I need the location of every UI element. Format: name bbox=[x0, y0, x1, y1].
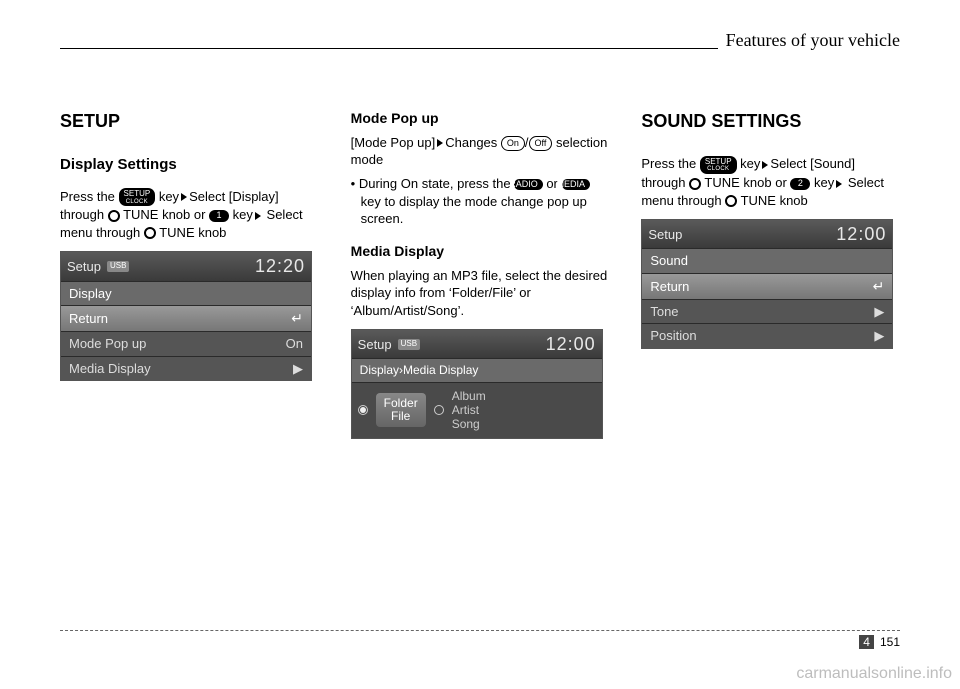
text: TUNE knob or bbox=[120, 207, 209, 222]
usb-icon: USB bbox=[107, 261, 129, 272]
mode-popup-bullet: • During On state, press the RADIO or ME… bbox=[351, 175, 610, 228]
num-1-button-icon: 1 bbox=[209, 210, 229, 222]
text: Press the bbox=[60, 189, 119, 204]
return-icon: ↵ bbox=[291, 309, 303, 328]
arrow-icon bbox=[762, 161, 768, 169]
mode-popup-text: [Mode Pop up]Changes On/Off selection mo… bbox=[351, 134, 610, 169]
chevron-right-icon: ▶ bbox=[874, 327, 884, 345]
sound-settings-screen: Setup 12:00 Sound Return↵ Tone▶ Position… bbox=[641, 219, 893, 349]
usb-icon: USB bbox=[398, 339, 420, 350]
screen-row-tone: Tone▶ bbox=[642, 299, 892, 324]
text: key to display the mode change pop up sc… bbox=[361, 194, 587, 227]
section-number: 4 bbox=[859, 635, 874, 649]
screen-clock: 12:00 bbox=[836, 222, 886, 246]
text: TUNE knob or bbox=[701, 175, 790, 190]
screen-row-mediadisplay: Media Display▶ bbox=[61, 356, 311, 381]
sound-settings-text: Press the SETUPCLOCK keySelect [Sound] t… bbox=[641, 155, 900, 209]
text: TUNE knob bbox=[737, 193, 808, 208]
option-folder-file: FolderFile bbox=[376, 393, 426, 427]
text: Press the bbox=[641, 156, 700, 171]
screen-row-position: Position▶ bbox=[642, 323, 892, 348]
media-display-screen: Setup USB 12:00 Display›Media Display Fo… bbox=[351, 329, 603, 439]
return-icon: ↵ bbox=[873, 277, 885, 296]
radio-unselected-icon bbox=[434, 405, 444, 415]
off-pill-icon: Off bbox=[529, 136, 553, 150]
page-footer: 4 151 bbox=[60, 630, 900, 649]
page-header-title: Features of your vehicle bbox=[718, 30, 900, 51]
column-2: Mode Pop up [Mode Pop up]Changes On/Off … bbox=[351, 109, 610, 439]
arrow-icon bbox=[255, 212, 261, 220]
display-settings-heading: Display Settings bbox=[60, 155, 319, 175]
tune-knob-icon bbox=[108, 210, 120, 222]
column-1: SETUP Display Settings Press the SETUPCL… bbox=[60, 109, 319, 439]
media-display-text: When playing an MP3 file, select the des… bbox=[351, 267, 610, 320]
mode-popup-heading: Mode Pop up bbox=[351, 109, 610, 128]
radio-button-icon: RADIO bbox=[514, 179, 543, 191]
screen-clock: 12:20 bbox=[255, 254, 305, 278]
num-2-button-icon: 2 bbox=[790, 178, 810, 190]
text: key bbox=[229, 207, 253, 222]
watermark: carmanualsonline.info bbox=[796, 665, 952, 683]
screen-section: Display bbox=[61, 281, 311, 306]
screen-clock: 12:00 bbox=[546, 332, 596, 356]
radio-selected-icon bbox=[358, 405, 368, 415]
column-3: SOUND SETTINGS Press the SETUPCLOCK keyS… bbox=[641, 109, 900, 439]
text: key bbox=[159, 189, 179, 204]
display-settings-text: Press the SETUPCLOCK keySelect [Display]… bbox=[60, 188, 319, 242]
text: TUNE knob bbox=[156, 225, 227, 240]
text: key bbox=[810, 175, 834, 190]
screen-section: Sound bbox=[642, 248, 892, 273]
media-display-heading: Media Display bbox=[351, 242, 610, 261]
screen-row-return: Return↵ bbox=[642, 273, 892, 299]
screen-title: Setup bbox=[358, 336, 392, 354]
screen-row-modepopup: Mode Pop upOn bbox=[61, 331, 311, 356]
setup-heading: SETUP bbox=[60, 109, 319, 133]
media-button-icon: MEDIA bbox=[562, 179, 591, 191]
arrow-icon bbox=[836, 180, 842, 188]
on-pill-icon: On bbox=[501, 136, 525, 150]
chevron-right-icon: ▶ bbox=[874, 303, 884, 321]
setup-clock-button-icon: SETUPCLOCK bbox=[700, 156, 737, 174]
screen-title: Setup bbox=[648, 226, 682, 244]
arrow-icon bbox=[437, 139, 443, 147]
chevron-right-icon: ▶ bbox=[293, 360, 303, 378]
setup-clock-button-icon: SETUPCLOCK bbox=[119, 188, 156, 206]
text: key bbox=[740, 156, 760, 171]
arrow-icon bbox=[181, 193, 187, 201]
display-settings-screen: Setup USB 12:20 Display Return↵ Mode Pop… bbox=[60, 251, 312, 381]
screen-title: Setup bbox=[67, 258, 101, 276]
screen-row-return: Return↵ bbox=[61, 305, 311, 331]
option-album-artist-song: AlbumArtistSong bbox=[452, 389, 486, 432]
text: [Mode Pop up] bbox=[351, 135, 436, 150]
page-number: 151 bbox=[880, 635, 900, 649]
tune-knob-icon bbox=[144, 227, 156, 239]
tune-knob-icon bbox=[725, 195, 737, 207]
text: Changes bbox=[445, 135, 501, 150]
sound-settings-heading: SOUND SETTINGS bbox=[641, 109, 900, 133]
text: During On state, press the bbox=[359, 176, 514, 191]
screen-breadcrumb: Display›Media Display bbox=[352, 358, 602, 381]
tune-knob-icon bbox=[689, 178, 701, 190]
